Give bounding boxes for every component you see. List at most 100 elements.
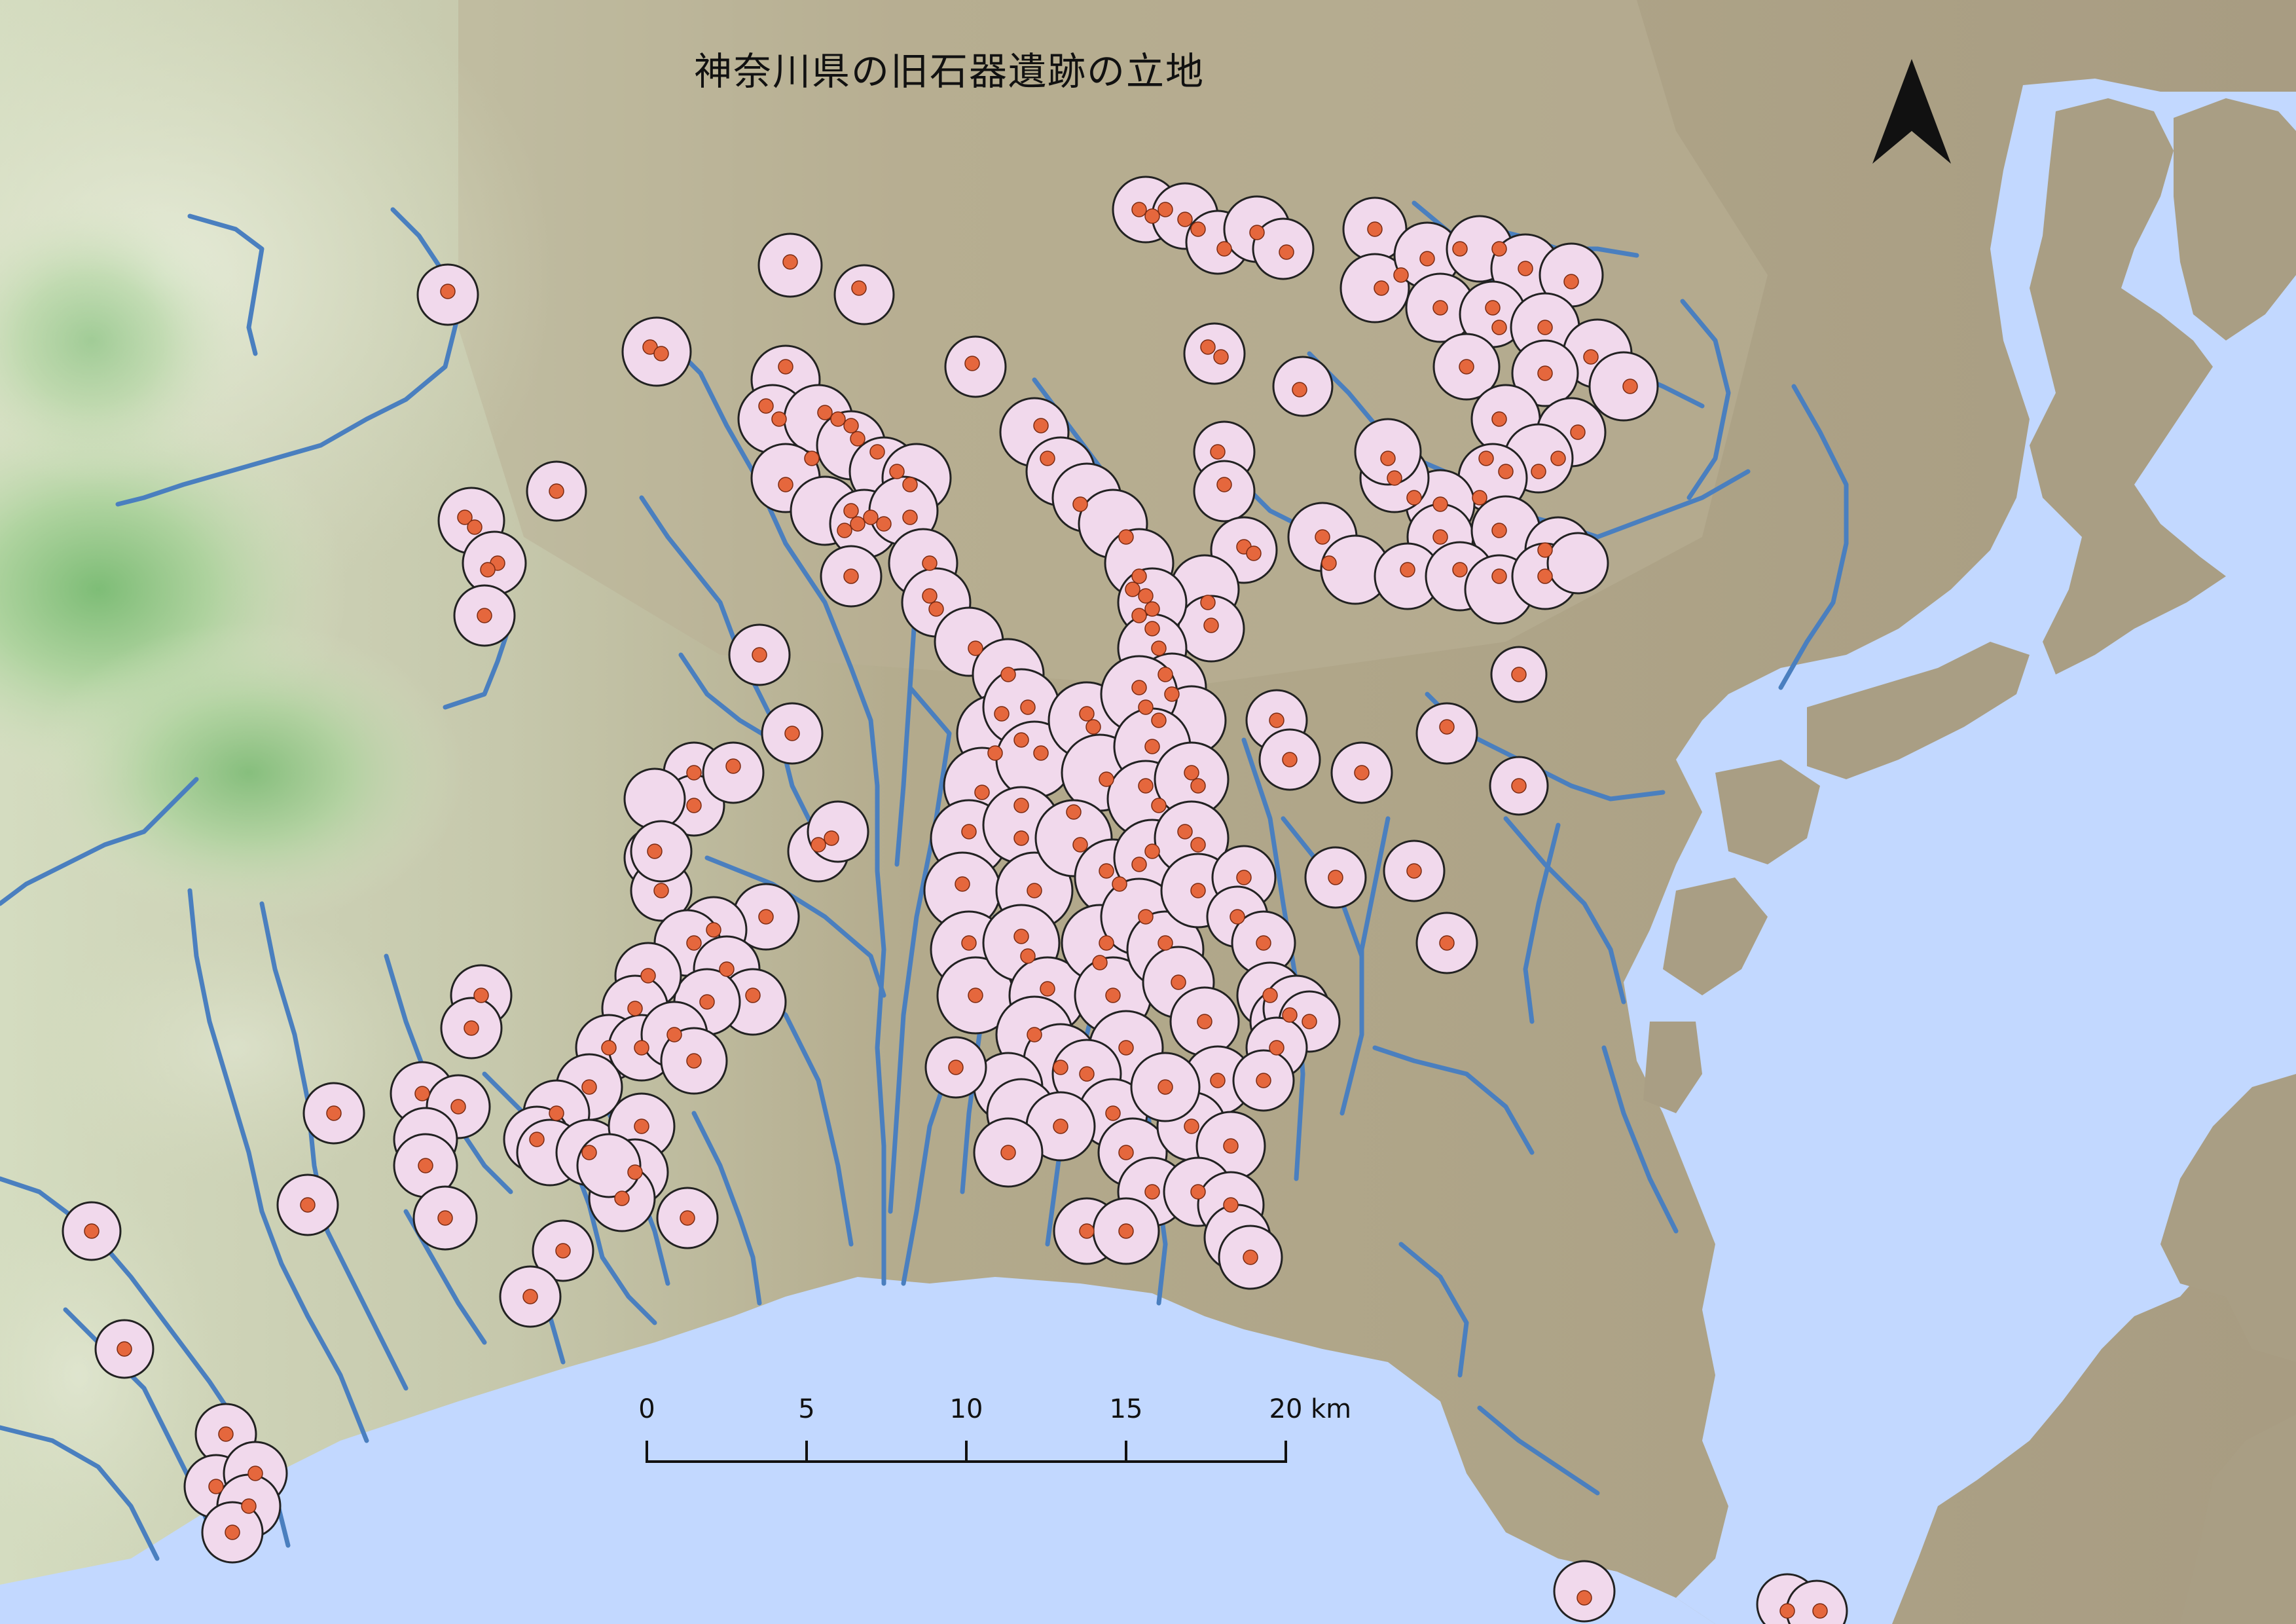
site-point [1491,241,1507,257]
site-point [725,758,741,774]
scale-tick-label: 5 [798,1394,814,1424]
site-point [653,346,669,361]
river [1398,1242,1469,1378]
site-point [549,1105,564,1121]
site-point [955,876,970,892]
site-point [1354,765,1370,781]
site-point [1374,280,1389,296]
site-point [601,1040,617,1056]
site-point [680,1210,695,1226]
site-point [902,509,918,525]
site-point [1157,202,1173,217]
site-point [1131,857,1147,872]
site-point [1027,883,1042,898]
site-buffer [833,264,895,325]
site-point [778,359,793,375]
site-point [1256,935,1271,951]
site-point [1164,686,1180,702]
site-point [1033,418,1049,434]
site-point [208,1479,224,1494]
site-buffer [623,767,686,830]
site-point [1020,948,1036,964]
site-point [1246,545,1262,561]
site-point [1315,529,1330,545]
site-point [1131,202,1147,217]
site-point [1066,804,1082,820]
site-point [1269,1040,1285,1056]
site-point [1537,320,1553,335]
site-point [247,1466,263,1481]
site-point [549,483,564,499]
site-point [1157,667,1173,682]
site-point [1210,444,1226,460]
site-point [627,1164,643,1180]
site-point [640,968,656,984]
site-point [830,411,846,427]
site-point [1563,274,1579,289]
site-point [1190,1184,1206,1200]
site-point [1491,523,1507,538]
site-point [1184,765,1199,781]
site-point [241,1498,257,1514]
site-point [1020,699,1036,715]
reclaimed-land [1715,760,1820,864]
boso-peninsula [2160,1074,2296,1362]
site-point [473,987,489,1003]
site-point [1478,451,1494,466]
site-point [1256,1073,1271,1088]
boso-peninsula [2180,1414,2296,1624]
site-point [811,837,826,853]
site-point [1190,837,1206,853]
site-point [1537,542,1553,558]
site-point [961,935,977,951]
site-point [555,1243,571,1259]
river [888,685,952,1214]
site-point [1230,909,1245,925]
site-point [1197,1014,1212,1029]
site-point [1498,464,1514,479]
site-point [1099,863,1114,879]
site-point [464,1020,479,1036]
site-point [686,1053,702,1069]
site-point [1000,667,1016,682]
site-point [1282,1007,1298,1023]
river [646,318,886,1286]
site-point [634,1118,649,1134]
site-point [1131,608,1147,623]
site-point [843,503,859,519]
site-point [782,254,798,270]
site-point [1380,451,1396,466]
reclaimed-land [1663,877,1768,995]
scale-unit-label: km [1311,1394,1351,1424]
site-point [1013,929,1029,944]
site-point [440,284,456,299]
site-point [719,961,735,977]
site-points [84,202,1828,1619]
river [187,213,264,356]
mountain-terrain [0,196,249,485]
river [1359,816,1391,1024]
site-point [686,935,702,951]
river [443,619,513,710]
site-point [1131,568,1147,584]
site-point [1210,1073,1226,1088]
site-point [1223,1197,1239,1213]
site-point [1125,581,1140,597]
river [187,888,369,1443]
site-point [784,726,800,741]
site-point [1144,601,1160,617]
site-point [1099,935,1114,951]
site-point [1118,1223,1134,1239]
site-point [1027,1027,1042,1043]
site-point [1040,981,1055,997]
scale-bar: 0 5 10 15 20 km [638,1394,1351,1463]
scale-tick-label: 10 [950,1394,983,1424]
site-point [1393,267,1409,283]
site-point [1144,1184,1160,1200]
river [0,1425,160,1561]
site-point [1013,830,1029,846]
site-point [1190,778,1206,794]
river [259,901,409,1391]
site-point [300,1197,316,1213]
site-point [1491,411,1507,427]
